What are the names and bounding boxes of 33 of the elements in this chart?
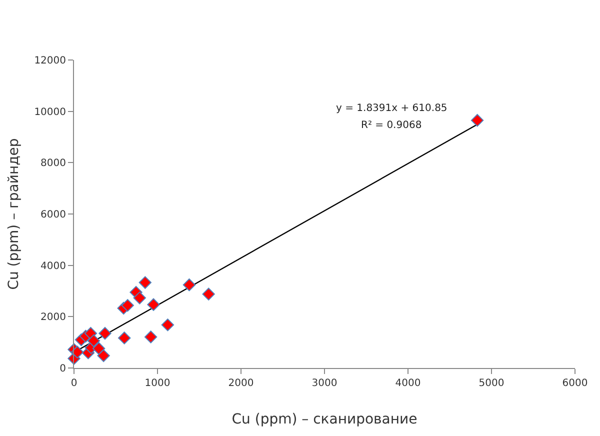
x-tick-label: 2000: [228, 378, 254, 389]
y-tick-label: 2000: [40, 312, 66, 324]
x-tick-label: 6000: [562, 378, 588, 389]
point: [182, 278, 196, 292]
point: [147, 298, 160, 311]
annotation: R² = 0.9068: [361, 120, 422, 131]
x-tick-label: 1000: [144, 378, 170, 389]
y-tick-label: 6000: [40, 210, 66, 220]
y-tick-label: 4000: [40, 260, 66, 272]
point: [138, 276, 152, 289]
point: [470, 114, 484, 127]
y-tick-label: 0: [60, 364, 66, 374]
point: [70, 346, 84, 358]
point: [87, 334, 100, 348]
x-tick-label: 5000: [478, 378, 504, 389]
y-tick-label: 10000: [34, 106, 66, 118]
point: [92, 342, 106, 355]
x-axis-title: Cu (ppm) – сканирование: [232, 411, 418, 428]
point: [202, 288, 215, 300]
x-tick-label: 4000: [395, 378, 421, 389]
point: [98, 327, 112, 340]
x-tick-label: 0: [70, 378, 78, 389]
annotation: y = 1.8391x + 610.85: [336, 103, 448, 114]
x-tick-label: 3000: [312, 378, 338, 389]
y-tick-label: 12000: [34, 56, 66, 66]
point: [144, 330, 158, 344]
point: [97, 349, 110, 362]
y-tick-label: 8000: [40, 158, 66, 170]
point: [161, 318, 174, 332]
point: [121, 299, 134, 312]
point: [133, 292, 146, 304]
point: [118, 332, 131, 344]
y-axis-title: Cu (ppm) – грайндер: [6, 138, 22, 290]
